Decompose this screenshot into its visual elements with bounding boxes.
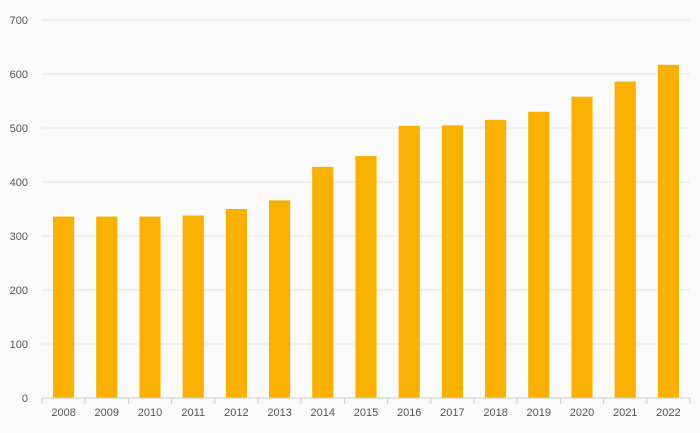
y-tick-label: 600 — [10, 69, 28, 81]
bar-2013 — [269, 200, 291, 398]
x-tick-label: 2016 — [397, 407, 421, 419]
bar-2015 — [355, 156, 377, 398]
y-tick-label: 300 — [10, 231, 28, 243]
x-tick-label: 2021 — [613, 407, 637, 419]
bar-2016 — [398, 125, 420, 398]
bar-2020 — [571, 96, 593, 399]
bar-2014 — [312, 166, 334, 398]
bar-2017 — [441, 125, 463, 399]
x-tick-label: 2009 — [95, 407, 119, 419]
x-tick-label: 2013 — [267, 407, 291, 419]
y-tick-label: 400 — [10, 177, 28, 189]
x-tick-label: 2012 — [224, 407, 248, 419]
x-axis-ticks: 2008 2009 2010 2011 2012 2013 2014 2015 2016 2017… — [41, 398, 691, 419]
y-tick-label: 500 — [10, 123, 28, 135]
bar-2022 — [657, 64, 679, 398]
x-tick-label: 2022 — [656, 407, 680, 419]
x-tick-label: 2019 — [527, 407, 551, 419]
x-tick-label: 2014 — [311, 407, 335, 419]
y-axis-ticks: 0 100 200 300 400 500 600 700 — [10, 15, 28, 405]
bar-2021 — [614, 81, 636, 398]
x-tick-label: 2017 — [440, 407, 464, 419]
bar-2018 — [485, 119, 507, 399]
bar-2011 — [182, 215, 204, 398]
x-tick-label: 2015 — [354, 407, 378, 419]
bar-2009 — [96, 216, 118, 398]
x-tick-label: 2020 — [570, 407, 594, 419]
bar-2019 — [528, 111, 550, 399]
x-tick-label: 2008 — [51, 407, 75, 419]
bars — [53, 64, 679, 399]
bar-2008 — [53, 216, 75, 398]
bar-2010 — [139, 216, 161, 398]
x-tick-label: 2018 — [483, 407, 507, 419]
y-tick-label: 200 — [10, 285, 28, 297]
y-tick-label: 700 — [10, 15, 28, 27]
x-tick-label: 2011 — [181, 407, 205, 419]
y-tick-label: 100 — [10, 339, 28, 351]
x-tick-label: 2010 — [138, 407, 162, 419]
y-tick-label: 0 — [22, 393, 28, 405]
bar-2012 — [225, 209, 247, 398]
